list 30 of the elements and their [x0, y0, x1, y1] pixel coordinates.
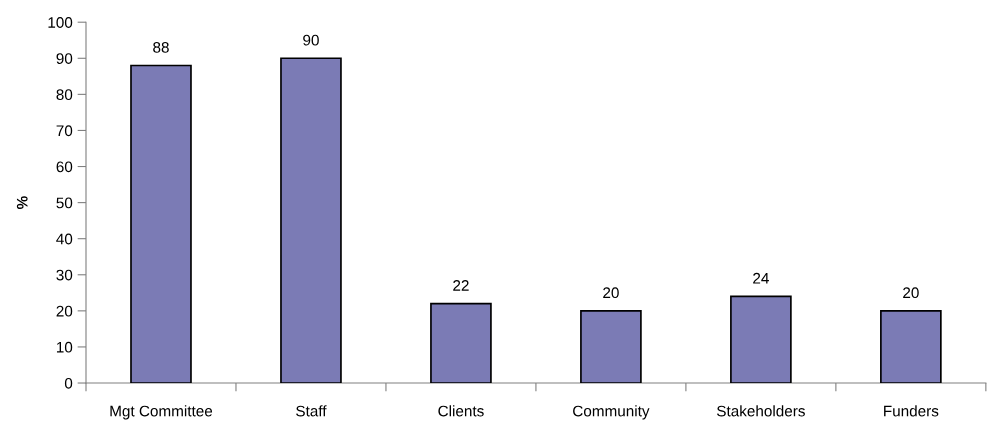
- y-tick-label: 90: [56, 53, 73, 64]
- x-tick-label: Clients: [438, 405, 484, 417]
- y-tick-label: 0: [64, 377, 73, 389]
- y-tick-label: 20: [56, 305, 73, 317]
- bar: [880, 310, 942, 384]
- x-tick-label: Mgt Committee: [110, 405, 213, 420]
- x-tick-label: Staff: [296, 405, 327, 417]
- bar: [130, 64, 192, 384]
- bar: [580, 310, 642, 384]
- y-tick-label: 30: [56, 269, 73, 281]
- y-tick-label: 40: [56, 233, 73, 245]
- data-label: 20: [603, 287, 619, 299]
- data-label: 22: [453, 280, 469, 291]
- y-tick-label: 100: [48, 17, 73, 28]
- y-tick-label: 50: [56, 197, 73, 209]
- data-label: 20: [903, 287, 919, 299]
- y-axis-title: %: [16, 196, 28, 210]
- y-tick-label: 10: [56, 341, 73, 353]
- bar: [280, 57, 342, 384]
- x-tick-label: Community: [573, 405, 650, 420]
- y-tick-label: 60: [56, 161, 73, 173]
- y-tick-label: 80: [56, 89, 73, 101]
- bar: [730, 295, 792, 384]
- x-tick-label: Stakeholders: [717, 405, 805, 417]
- x-tick-label: Funders: [884, 405, 939, 417]
- data-label: 88: [153, 41, 169, 53]
- data-label: 90: [303, 34, 319, 46]
- data-label: 24: [753, 272, 769, 284]
- bar: [430, 302, 492, 384]
- y-tick-label: 70: [56, 125, 73, 137]
